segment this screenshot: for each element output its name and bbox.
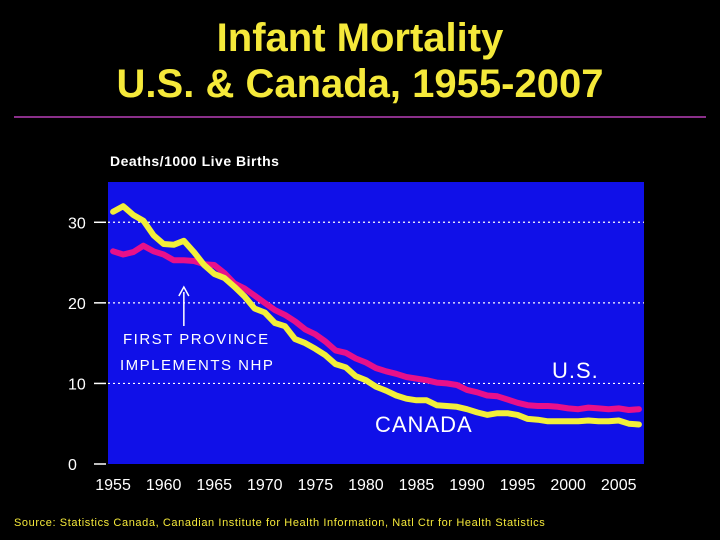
y-tick-label: 20 (68, 296, 86, 313)
x-tick-label: 1985 (399, 477, 435, 494)
annotation-first-province: FIRST PROVINCE (123, 331, 270, 348)
title-divider (14, 116, 706, 118)
x-tick-label: 1970 (247, 477, 283, 494)
source-note: Source: Statistics Canada, Canadian Inst… (14, 517, 546, 529)
annotation-arrow-head (178, 285, 190, 297)
y-tick-label: 10 (68, 376, 86, 393)
x-tick-label: 2000 (550, 477, 586, 494)
y-tick-label: 30 (68, 215, 86, 232)
x-tick-label: 1960 (146, 477, 182, 494)
chart: 0 10 20 30 1955 1960 1965 1970 1975 1980 1985 1990 1… (68, 153, 644, 494)
us-series-label: U.S. (552, 358, 599, 383)
x-tick-label: 1975 (298, 477, 334, 494)
chart-title-line-2: U.S. & Canada, 1955-2007 (116, 62, 604, 106)
chart-title-line-1: Infant Mortality (216, 16, 504, 60)
canada-series-line (110, 203, 642, 428)
x-tick-label: 1990 (449, 477, 485, 494)
annotation-implements-nhp: IMPLEMENTS NHP (120, 357, 274, 374)
y-axis-label: Deaths/1000 Live Births (110, 153, 279, 169)
x-tick-label: 1980 (348, 477, 384, 494)
x-tick-label: 1955 (95, 477, 131, 494)
x-tick-label: 2005 (601, 477, 637, 494)
y-tick-label: 0 (68, 457, 77, 474)
x-tick-label: 1965 (196, 477, 232, 494)
x-tick-label: 1995 (500, 477, 536, 494)
canada-series-label: CANADA (375, 412, 473, 437)
plot-area (108, 182, 644, 464)
